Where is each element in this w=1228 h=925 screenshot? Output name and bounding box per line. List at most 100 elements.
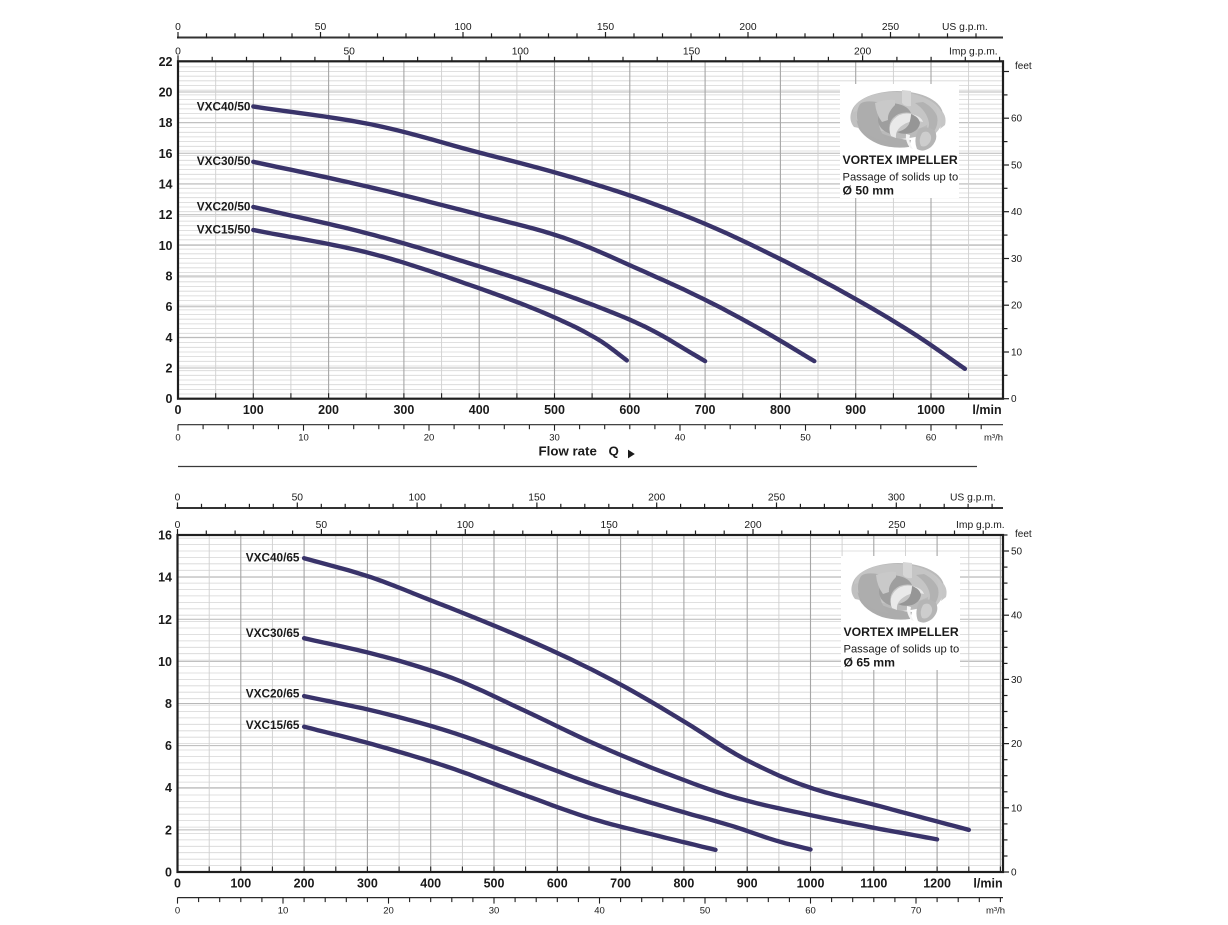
svg-text:40: 40	[1011, 207, 1023, 218]
svg-text:Flow rate: Flow rate	[539, 444, 597, 459]
svg-text:600: 600	[619, 403, 640, 417]
svg-text:900: 900	[845, 403, 866, 417]
svg-text:10: 10	[1011, 348, 1023, 359]
svg-text:20: 20	[159, 86, 173, 100]
svg-text:500: 500	[544, 403, 565, 417]
svg-text:2: 2	[166, 362, 173, 376]
svg-text:60: 60	[805, 905, 816, 916]
svg-text:150: 150	[597, 22, 614, 33]
svg-text:250: 250	[882, 22, 899, 33]
svg-text:10: 10	[159, 239, 173, 253]
svg-text:10: 10	[298, 433, 309, 444]
svg-text:Imp g.p.m.: Imp g.p.m.	[956, 520, 1005, 531]
svg-text:14: 14	[159, 178, 173, 192]
svg-text:50: 50	[292, 492, 304, 503]
svg-text:VXC20/65: VXC20/65	[246, 687, 300, 701]
svg-text:0: 0	[175, 47, 181, 58]
svg-text:8: 8	[166, 270, 173, 284]
svg-text:40: 40	[594, 905, 605, 916]
svg-text:250: 250	[768, 492, 785, 503]
svg-text:6: 6	[165, 739, 172, 753]
svg-text:6: 6	[166, 300, 173, 314]
svg-text:200: 200	[648, 492, 665, 503]
svg-text:Q: Q	[609, 444, 619, 459]
svg-text:700: 700	[610, 876, 631, 890]
svg-text:30: 30	[489, 905, 500, 916]
svg-text:800: 800	[770, 403, 791, 417]
svg-text:50: 50	[1011, 161, 1023, 172]
svg-text:20: 20	[424, 433, 435, 444]
svg-text:50: 50	[343, 47, 355, 58]
svg-text:200: 200	[739, 22, 756, 33]
svg-text:200: 200	[744, 520, 761, 531]
svg-text:40: 40	[675, 433, 686, 444]
svg-text:100: 100	[230, 876, 251, 890]
svg-text:12: 12	[158, 613, 172, 627]
svg-text:22: 22	[159, 55, 173, 69]
svg-text:0: 0	[1011, 868, 1017, 879]
svg-text:70: 70	[911, 905, 922, 916]
svg-text:US g.p.m.: US g.p.m.	[942, 22, 988, 33]
svg-text:30: 30	[549, 433, 560, 444]
svg-text:1100: 1100	[860, 876, 887, 890]
svg-text:m³/h: m³/h	[986, 905, 1005, 916]
svg-text:100: 100	[512, 47, 529, 58]
svg-text:20: 20	[1011, 739, 1023, 750]
svg-text:200: 200	[294, 876, 315, 890]
svg-text:Ø 65 mm: Ø 65 mm	[844, 656, 896, 670]
svg-text:0: 0	[175, 520, 181, 531]
svg-text:10: 10	[158, 655, 172, 669]
svg-text:Passage of solids up to: Passage of solids up to	[843, 172, 959, 184]
svg-text:60: 60	[1011, 114, 1023, 125]
svg-text:VXC15/50: VXC15/50	[197, 222, 251, 236]
svg-text:m³/h: m³/h	[984, 433, 1003, 444]
svg-text:300: 300	[888, 492, 905, 503]
svg-text:feet: feet	[1015, 61, 1032, 72]
svg-text:100: 100	[243, 403, 264, 417]
svg-text:500: 500	[484, 876, 505, 890]
svg-text:Passage of solids up to: Passage of solids up to	[844, 644, 960, 656]
svg-text:200: 200	[318, 403, 339, 417]
svg-text:0: 0	[175, 22, 181, 33]
svg-text:20: 20	[383, 905, 394, 916]
svg-text:16: 16	[158, 529, 172, 543]
svg-text:20: 20	[1011, 301, 1023, 312]
svg-text:4: 4	[165, 781, 172, 795]
svg-text:0: 0	[175, 492, 181, 503]
svg-text:2: 2	[165, 823, 172, 837]
svg-text:200: 200	[854, 47, 871, 58]
svg-text:150: 150	[683, 47, 700, 58]
svg-text:400: 400	[469, 403, 490, 417]
svg-text:VXC40/65: VXC40/65	[246, 550, 300, 564]
svg-text:0: 0	[175, 905, 180, 916]
svg-text:150: 150	[528, 492, 545, 503]
svg-text:300: 300	[393, 403, 414, 417]
svg-text:40: 40	[1011, 611, 1023, 622]
svg-text:Imp g.p.m.: Imp g.p.m.	[949, 47, 998, 58]
svg-text:100: 100	[457, 520, 474, 531]
svg-text:VXC30/50: VXC30/50	[197, 154, 251, 168]
svg-text:50: 50	[800, 433, 811, 444]
svg-text:10: 10	[1011, 803, 1023, 814]
svg-text:700: 700	[695, 403, 716, 417]
svg-text:VXC40/50: VXC40/50	[197, 100, 251, 114]
svg-text:feet: feet	[1015, 529, 1032, 540]
svg-text:50: 50	[700, 905, 711, 916]
svg-text:l/min: l/min	[973, 876, 1002, 890]
svg-text:VXC15/65: VXC15/65	[246, 718, 300, 732]
svg-text:12: 12	[159, 208, 173, 222]
svg-text:900: 900	[737, 876, 758, 890]
svg-text:600: 600	[547, 876, 568, 890]
svg-text:100: 100	[454, 22, 471, 33]
svg-text:1200: 1200	[923, 876, 951, 890]
svg-text:0: 0	[166, 392, 173, 406]
svg-text:18: 18	[159, 116, 173, 130]
svg-text:VXC30/65: VXC30/65	[246, 626, 300, 640]
svg-text:10: 10	[278, 905, 289, 916]
svg-text:1000: 1000	[797, 876, 825, 890]
svg-text:1000: 1000	[917, 403, 945, 417]
svg-text:800: 800	[673, 876, 694, 890]
svg-text:0: 0	[175, 433, 180, 444]
svg-text:VORTEX IMPELLER: VORTEX IMPELLER	[843, 153, 958, 167]
svg-text:50: 50	[315, 22, 327, 33]
